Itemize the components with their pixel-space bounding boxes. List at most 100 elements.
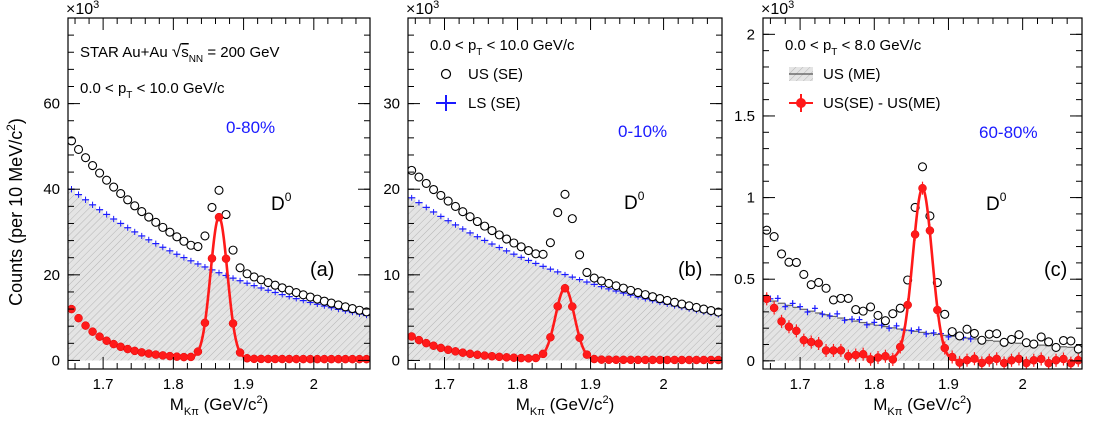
plot-frame (762, 17, 1083, 370)
x-axis-title-sup: 2 (960, 394, 966, 406)
pt-prefix: 0.0 < p (430, 37, 476, 54)
us-se-point (814, 277, 824, 287)
us-se-point (516, 242, 526, 252)
y-tick-label: 20 (43, 267, 60, 284)
us-se-point (977, 335, 987, 345)
y-tick-label: 1.5 (734, 108, 755, 125)
difference-point (684, 355, 694, 365)
us-se-point (450, 201, 461, 212)
us-se-point (443, 196, 453, 206)
y-tick-label: 0.5 (734, 271, 755, 288)
difference-point (137, 348, 146, 357)
x-axis-title-sub: Kπ (887, 406, 902, 418)
x-tick-label: 1.7 (434, 376, 455, 393)
us-se-point (538, 249, 548, 259)
particle-name: D (624, 193, 638, 214)
pt-prefix: 0.0 < p (80, 80, 126, 97)
difference-point (473, 350, 482, 360)
difference-point (362, 354, 370, 364)
y-multiplier: ×103 (66, 0, 99, 18)
us-se-point (553, 208, 563, 218)
difference-point (422, 338, 431, 348)
us-se-point (1044, 337, 1054, 347)
x-axis-title-sub: Kπ (184, 406, 199, 418)
fit-curve (502, 286, 635, 362)
us-se-point (502, 234, 512, 244)
particle-sup: 0 (285, 190, 292, 204)
pt-range-label: 0.0 < pT < 10.0 GeV/c (80, 80, 225, 101)
us-se-point (116, 189, 126, 199)
difference-point (451, 347, 460, 356)
y-multiplier-exp: 3 (93, 0, 99, 11)
us-se-point (179, 236, 189, 246)
us-se-point (1058, 335, 1069, 346)
us-se-point (102, 175, 112, 185)
background-hatched-area (763, 298, 1082, 361)
particle-name: D (271, 194, 285, 215)
y-multiplier-exp: 3 (433, 0, 439, 11)
plot-frame (67, 17, 371, 370)
difference-point (648, 355, 657, 365)
us-se-point (487, 226, 497, 236)
pt-suffix: < 10.0 GeV/c (482, 37, 575, 54)
difference-point (662, 355, 672, 365)
difference-point (458, 348, 468, 357)
us-se-point (109, 182, 119, 192)
panel-label: (c) (1044, 259, 1067, 281)
difference-point (641, 355, 650, 365)
difference-point (102, 336, 111, 345)
difference-point (151, 350, 161, 359)
legend-label: LS (SE) (468, 95, 521, 112)
us-se-point (880, 316, 890, 326)
difference-point (699, 355, 708, 365)
us-se-point (962, 324, 972, 334)
y-multiplier-base: ×10 (406, 1, 433, 18)
us-se-point (582, 267, 592, 278)
x-axis-title: MKπ (GeV/c2) (516, 394, 615, 418)
us-se-point (235, 263, 245, 273)
difference-point (116, 342, 125, 352)
us-se-point (81, 153, 91, 163)
us-se-point (969, 328, 979, 338)
particle-label: D0 (624, 189, 645, 214)
x-tick-label: 2 (1018, 376, 1026, 393)
difference-point (414, 335, 424, 345)
y-tick-label: 0 (392, 352, 400, 369)
difference-point (74, 313, 83, 323)
us-se-point (776, 249, 787, 259)
us-se-point (144, 212, 154, 222)
us-se-point (799, 269, 809, 279)
pt-range-label: 0.0 < pT < 8.0 GeV/c (785, 37, 922, 58)
us-se-point (866, 302, 876, 312)
us-se-point (509, 238, 519, 248)
us-se-point (706, 306, 716, 316)
difference-point (436, 343, 446, 353)
fit-curve (859, 187, 993, 362)
panel-label: (a) (310, 259, 334, 281)
particle-sup: 0 (638, 189, 645, 203)
us-se-point (560, 189, 570, 199)
x-axis-title: MKπ (GeV/c2) (170, 394, 269, 418)
energy-suffix: = 200 GeV (203, 44, 279, 61)
difference-point (487, 351, 497, 361)
experiment-label: STAR Au+Au √sNN = 200 GeV (80, 42, 279, 65)
us-se-point (158, 222, 168, 232)
x-axis-title-close: ) (609, 395, 615, 414)
plot-area (68, 136, 370, 364)
us-se-point (691, 302, 701, 312)
us-se-point (888, 309, 898, 319)
x-axis-title-main: M (516, 395, 530, 414)
x-axis-title-main: M (170, 395, 184, 414)
us-se-point (421, 178, 431, 188)
difference-point (480, 351, 489, 360)
difference-point (144, 349, 154, 358)
x-axis-title-main: M (873, 395, 887, 414)
us-se-point (480, 221, 490, 231)
us-se-point (940, 309, 950, 319)
us-se-point (73, 144, 84, 155)
us-se-point (699, 304, 709, 314)
us-se-point (858, 306, 868, 316)
us-se-point (408, 165, 417, 175)
x-axis-title-unit: (GeV/c (199, 395, 257, 414)
